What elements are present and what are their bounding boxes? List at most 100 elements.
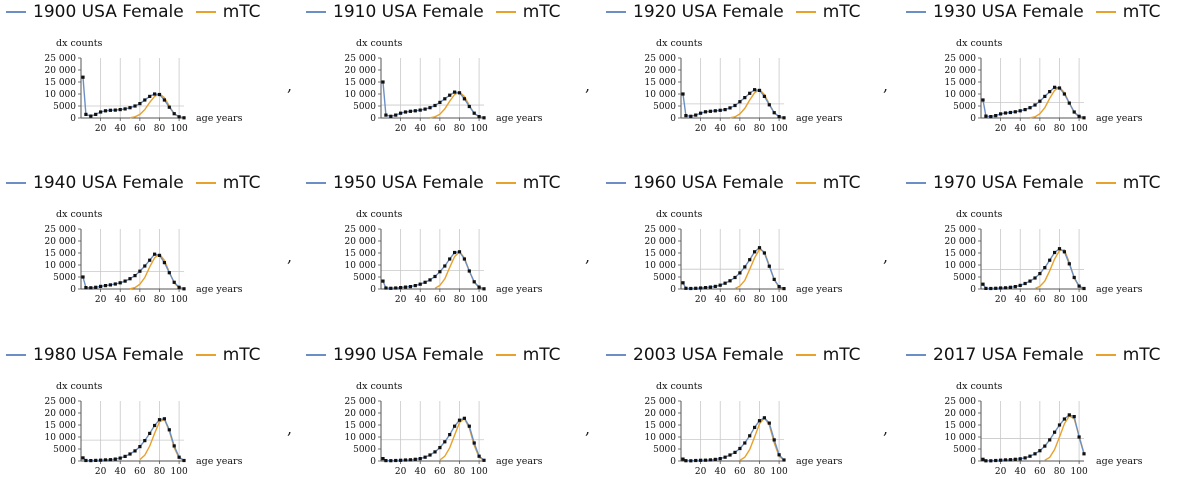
x-tick-label: 40	[715, 295, 727, 305]
x-tick-label: 40	[415, 295, 427, 305]
data-point	[723, 281, 727, 285]
x-tick-label: 80	[454, 124, 466, 134]
data-point	[103, 458, 108, 462]
x-axis-label: age years	[196, 456, 243, 467]
data-point	[1033, 103, 1037, 107]
y-tick-label: 15 000	[645, 249, 677, 259]
data-point	[1008, 285, 1012, 289]
data-point	[733, 450, 737, 454]
data-point	[408, 109, 412, 113]
data-point	[399, 111, 403, 115]
data-point	[384, 459, 388, 463]
data-point	[433, 103, 437, 108]
x-tick-label: 80	[454, 295, 466, 305]
data-point	[757, 88, 762, 92]
legend-label-data: 1950 USA Female	[333, 173, 484, 193]
data-point	[738, 446, 742, 451]
data-point	[1038, 99, 1042, 103]
data-point	[157, 92, 162, 97]
legend-label-mtc: mTC	[822, 173, 861, 193]
legend-label-mtc: mTC	[822, 2, 861, 22]
y-axis-label: dx counts	[56, 38, 103, 49]
data-point	[89, 114, 93, 118]
data-point	[472, 441, 476, 445]
data-point	[172, 444, 176, 448]
y-tick-label: 15 000	[45, 78, 77, 88]
data-point	[1053, 430, 1057, 434]
data-point	[984, 286, 988, 290]
x-tick-label: 60	[1034, 124, 1046, 134]
data-point	[1057, 86, 1062, 90]
y-tick-label: 5000	[53, 102, 76, 112]
list-separator: ,	[585, 76, 591, 95]
y-tick-label: 15 000	[345, 421, 377, 431]
data-point	[694, 286, 698, 290]
data-point	[1013, 110, 1017, 114]
x-tick-label: 20	[395, 467, 407, 477]
y-tick-label: 0	[970, 457, 976, 467]
legend-swatch-data	[6, 11, 26, 13]
y-tick-label: 10 000	[645, 261, 677, 271]
x-tick-label: 100	[771, 124, 788, 134]
y-tick-label: 20 000	[645, 409, 677, 419]
data-point	[1018, 283, 1022, 287]
legend-swatch-data	[6, 182, 26, 184]
x-tick-label: 20	[95, 467, 107, 477]
x-tick-label: 40	[115, 467, 127, 477]
data-point	[399, 458, 403, 462]
x-tick-label: 100	[771, 467, 788, 477]
series-line-data	[682, 416, 785, 462]
series-line-data	[82, 253, 185, 290]
data-point	[394, 458, 398, 463]
y-tick-label: 10 000	[645, 433, 677, 443]
chart-panel-1970: 1970 USA Female mTC 0 5000 10 000 15 000 20 00…	[904, 171, 1177, 331]
x-tick-label: 60	[734, 295, 746, 305]
y-tick-label: 25 000	[345, 397, 377, 407]
x-tick-label: 60	[134, 467, 146, 477]
data-point	[1033, 276, 1037, 280]
y-tick-label: 5000	[353, 102, 376, 112]
data-point	[743, 96, 747, 100]
y-tick-label: 0	[70, 285, 76, 295]
y-tick-label: 0	[70, 114, 76, 124]
data-point	[699, 286, 703, 290]
data-point	[772, 277, 776, 281]
data-point	[433, 450, 437, 454]
data-point	[782, 287, 786, 291]
chart-legend: 1980 USA Female mTC	[4, 345, 261, 371]
data-point	[113, 108, 117, 112]
y-tick-label: 10 000	[345, 90, 377, 100]
chart-svg: 0 5000 10 000 15 000 20 000 25 000 20 40 60 80 100…	[345, 381, 543, 477]
y-tick-label: 0	[70, 457, 76, 467]
y-axis-label: dx counts	[56, 209, 103, 220]
data-point	[999, 112, 1003, 116]
series-line-data	[82, 418, 185, 462]
data-point	[1072, 275, 1076, 280]
legend-label-data: 1930 USA Female	[933, 2, 1084, 22]
data-point	[133, 449, 137, 453]
data-point	[99, 110, 103, 114]
y-tick-label: 0	[970, 114, 976, 124]
legend-swatch-mtc	[195, 11, 216, 13]
y-tick-label: 5000	[53, 445, 76, 455]
y-tick-label: 0	[370, 457, 376, 467]
data-point	[413, 109, 417, 113]
data-point	[1008, 458, 1012, 462]
data-point	[84, 458, 88, 463]
data-point	[148, 94, 152, 98]
x-tick-label: 100	[171, 124, 188, 134]
data-point	[167, 105, 171, 109]
data-point	[428, 106, 432, 110]
data-point	[1008, 110, 1012, 115]
data-point	[1077, 284, 1081, 288]
x-tick-label: 40	[715, 467, 727, 477]
x-tick-label: 60	[734, 124, 746, 134]
legend-label-mtc: mTC	[222, 345, 261, 365]
data-point	[1062, 250, 1066, 254]
chart-legend: 1960 USA Female mTC	[604, 173, 861, 199]
chart-legend: 1920 USA Female mTC	[604, 2, 861, 28]
data-point	[157, 253, 162, 257]
series-line-data	[982, 414, 1085, 462]
y-tick-label: 15 000	[345, 78, 377, 88]
y-axis-label: dx counts	[956, 209, 1003, 220]
